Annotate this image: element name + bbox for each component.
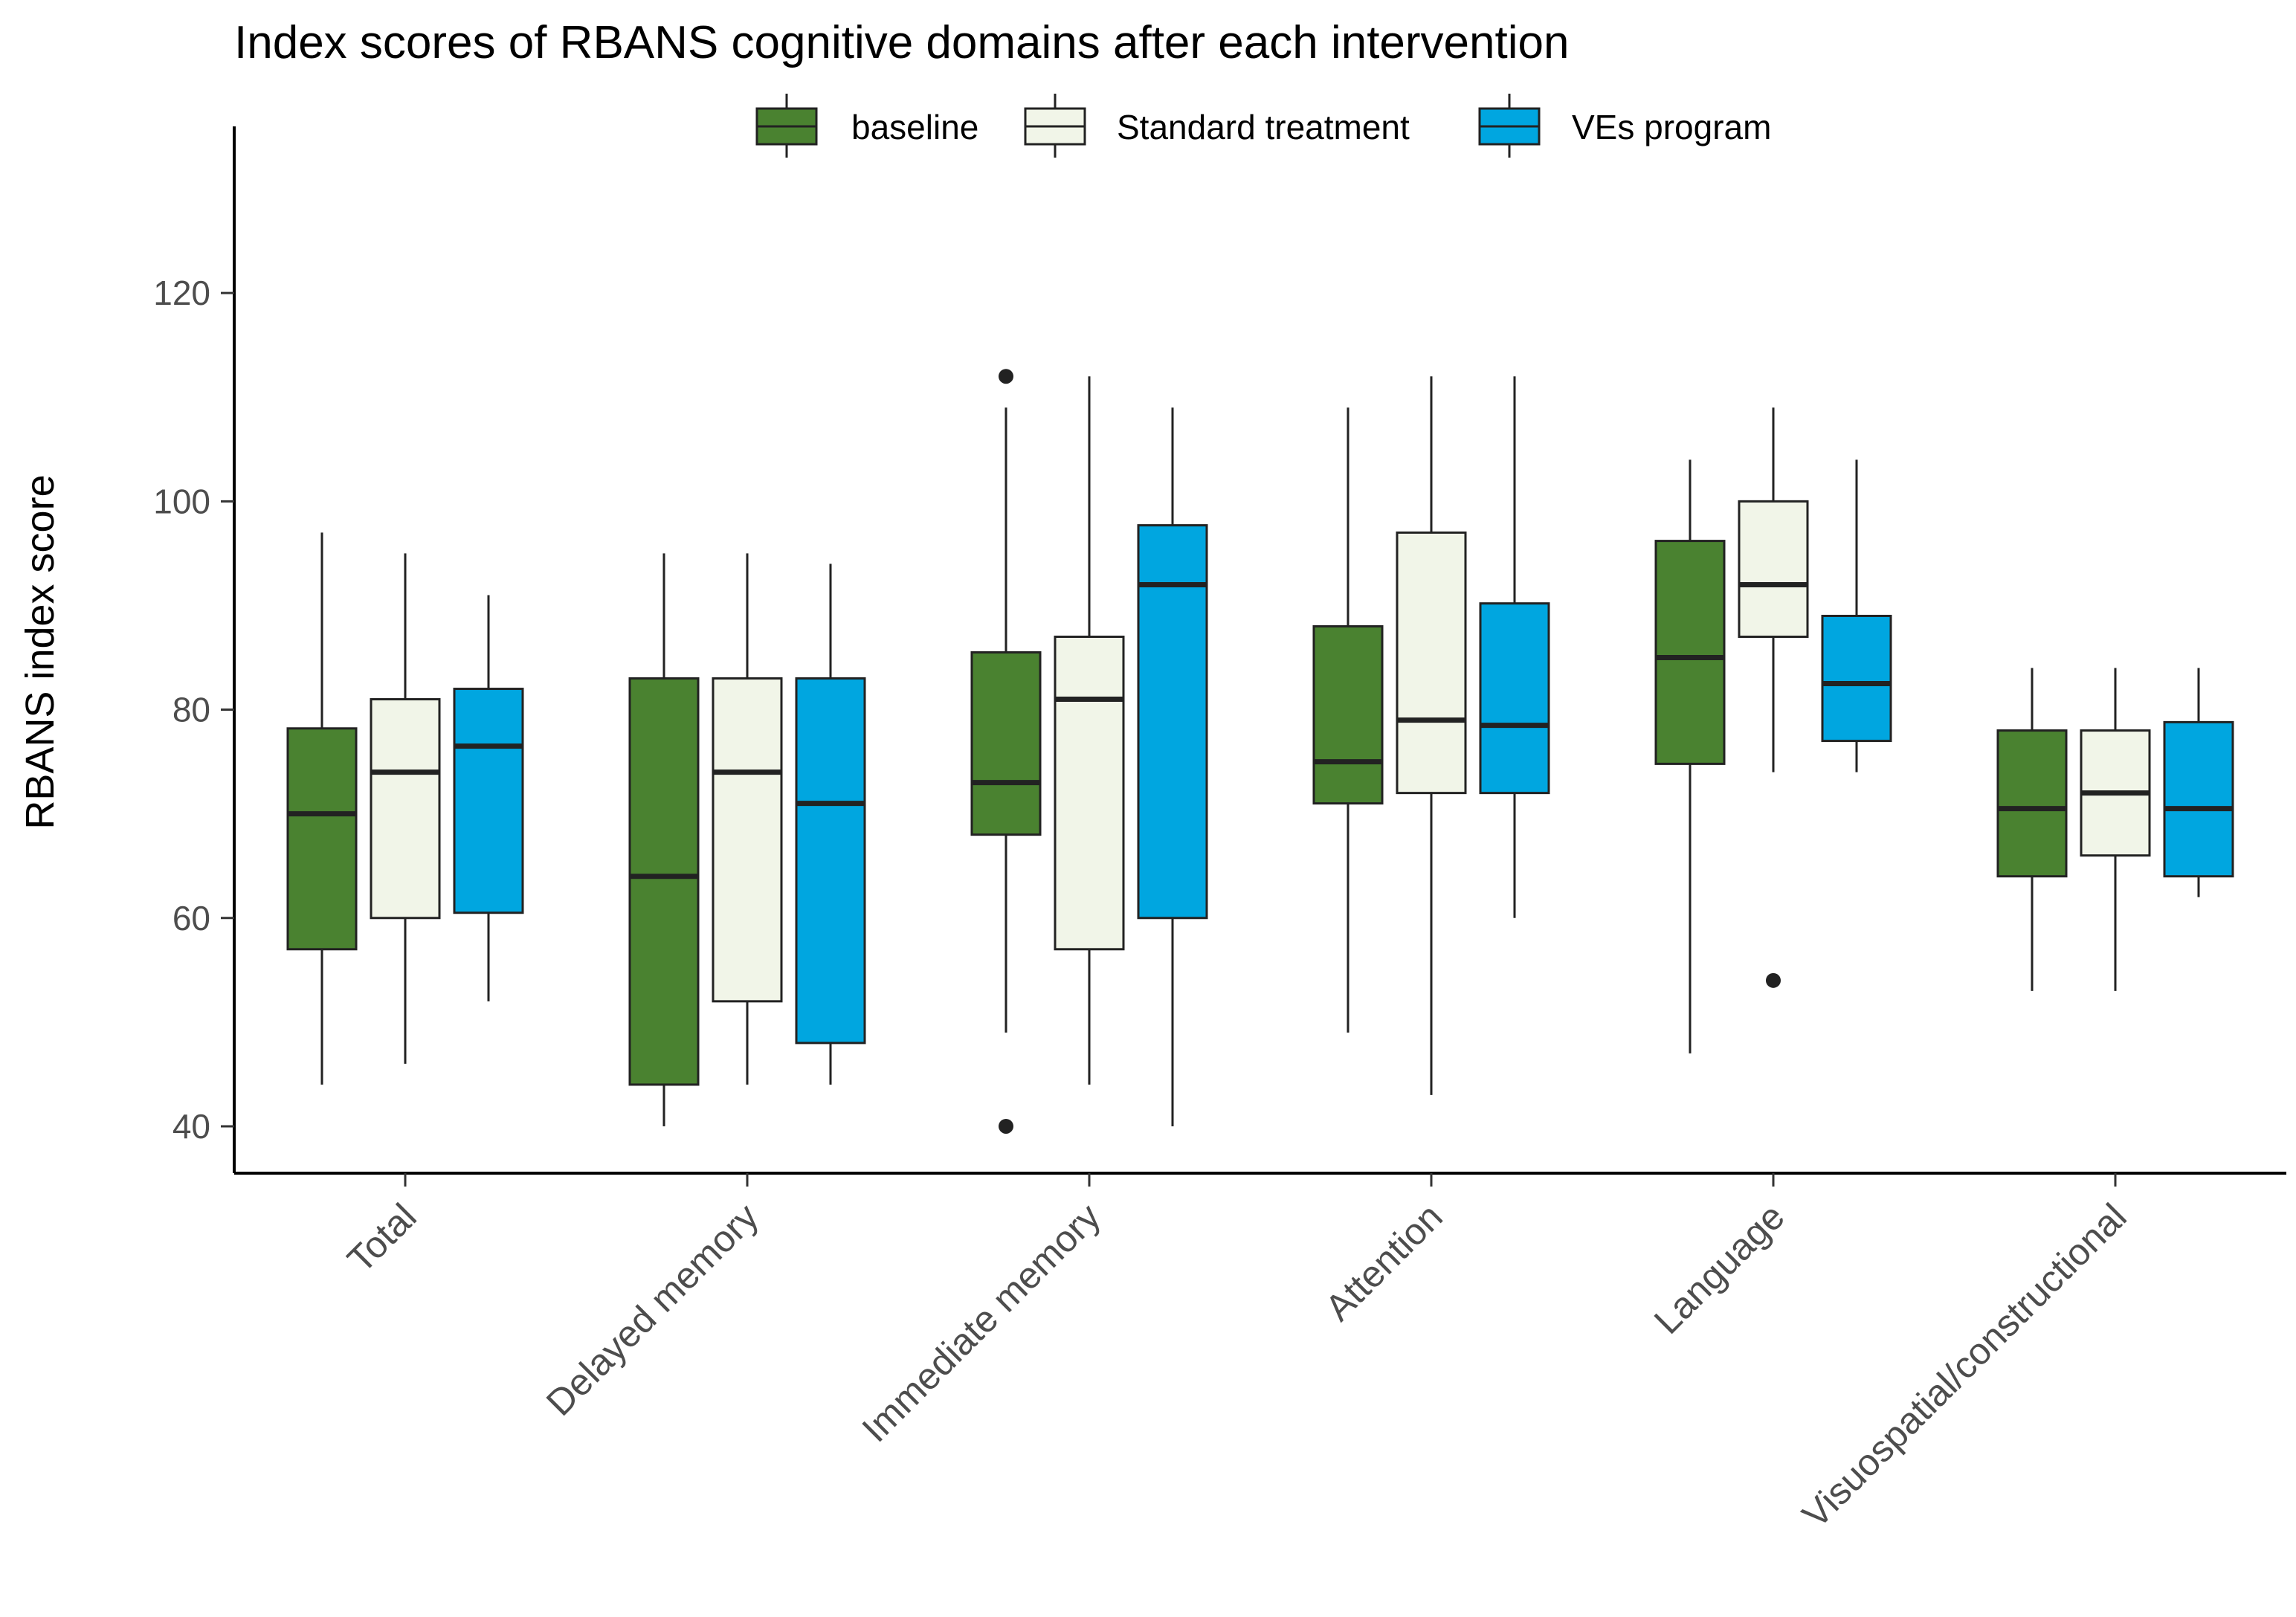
- box-standard-treatment-delayed-memory: [712, 553, 783, 1085]
- y-tick-label-60: 60: [172, 899, 210, 937]
- x-tick-label-immediate-memory: Immediate memory: [854, 1195, 1109, 1450]
- y-axis: 40 60 80 100 120: [153, 126, 236, 1173]
- iqr-box: [1479, 602, 1550, 795]
- box-baseline-total: [286, 532, 358, 1085]
- iqr-box: [712, 677, 783, 1003]
- box-baseline-visuospatial-constructional: [1996, 668, 2068, 991]
- iqr-box: [1738, 500, 1809, 638]
- x-tick-label-delayed-memory: Delayed memory: [538, 1195, 767, 1424]
- y-axis-label: RBANS index score: [18, 474, 62, 829]
- outlier-point: [999, 369, 1013, 384]
- box-ves-program-total: [453, 595, 524, 1001]
- x-tick-label-visuospatial-constructional: Visuospatial/constructional: [1794, 1195, 2135, 1536]
- iqr-box: [1654, 540, 1726, 765]
- box-standard-treatment-attention: [1396, 376, 1467, 1095]
- iqr-box: [795, 677, 866, 1045]
- box-ves-program-visuospatial-constructional: [2163, 668, 2234, 897]
- x-tick-label-total: Total: [339, 1195, 424, 1280]
- iqr-box: [628, 677, 700, 1086]
- box-baseline-attention: [1312, 407, 1384, 1033]
- iqr-box: [1996, 729, 2068, 878]
- iqr-box: [1312, 624, 1384, 805]
- y-tick-label-40: 40: [172, 1107, 210, 1146]
- box-ves-program-delayed-memory: [795, 564, 866, 1085]
- y-tick-label-80: 80: [172, 691, 210, 729]
- iqr-box: [1137, 524, 1208, 920]
- legend: baseline Standard treatment VEs program: [755, 94, 1771, 158]
- outlier-point: [999, 1118, 1013, 1134]
- box-ves-program-language: [1821, 459, 1892, 772]
- box-baseline-delayed-memory: [628, 553, 700, 1126]
- outlier-point: [1766, 972, 1781, 988]
- x-tick-label-attention: Attention: [1318, 1195, 1451, 1329]
- box-standard-treatment-immediate-memory: [1054, 376, 1125, 1085]
- legend-item-ves-program: VEs program: [1478, 94, 1771, 158]
- iqr-box: [453, 688, 524, 914]
- iqr-box: [1396, 531, 1467, 795]
- box-baseline-immediate-memory: [970, 369, 1042, 1134]
- legend-label-standard-treatment: Standard treatment: [1117, 108, 1410, 146]
- iqr-box: [2163, 720, 2234, 878]
- box-standard-treatment-visuospatial-constructional: [2080, 668, 2151, 991]
- box-baseline-language: [1654, 459, 1726, 1053]
- legend-item-standard-treatment: Standard treatment: [1024, 94, 1410, 158]
- box-standard-treatment-language: [1738, 407, 1809, 988]
- iqr-box: [1054, 635, 1125, 951]
- box-ves-program-attention: [1479, 376, 1550, 918]
- legend-item-baseline: baseline: [755, 94, 978, 158]
- box-standard-treatment-total: [370, 553, 441, 1064]
- iqr-box: [286, 727, 358, 951]
- iqr-box: [970, 651, 1042, 836]
- legend-label-baseline: baseline: [851, 108, 978, 146]
- y-tick-label-100: 100: [153, 482, 210, 520]
- series-baseline: [286, 369, 2068, 1134]
- iqr-box: [1821, 614, 1892, 743]
- y-tick-label-120: 120: [153, 274, 210, 312]
- iqr-box: [370, 698, 441, 920]
- box-ves-program-immediate-memory: [1137, 407, 1208, 1126]
- chart-title: Index scores of RBANS cognitive domains …: [234, 17, 1570, 68]
- x-tick-label-language: Language: [1646, 1195, 1793, 1342]
- series-standard-treatment: [370, 376, 2151, 1095]
- series-ves-program: [453, 376, 2234, 1126]
- boxes-layer: [286, 369, 2234, 1134]
- x-axis: Total Delayed memory Immediate memory Atten…: [234, 1172, 2286, 1536]
- legend-label-ves-program: VEs program: [1572, 108, 1771, 146]
